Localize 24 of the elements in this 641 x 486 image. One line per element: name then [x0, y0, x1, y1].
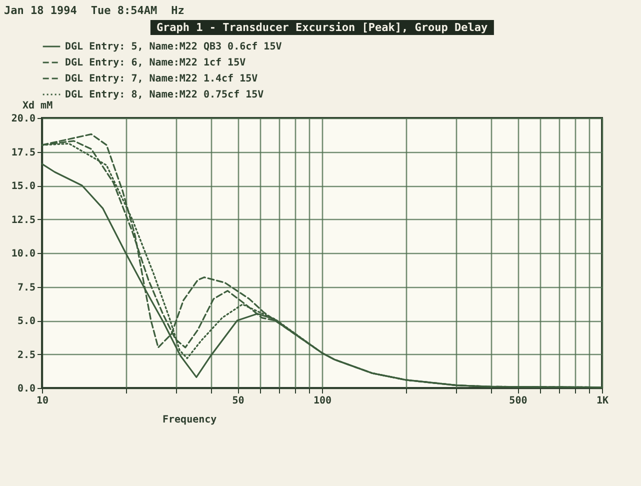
text: Tue 8:54AM: [90, 4, 158, 18]
text: Hz: [171, 4, 184, 18]
y-tick-label: 15.0: [11, 181, 36, 192]
y-tick-label: 5.0: [17, 316, 36, 327]
chart-title: Graph 1 - Transducer Excursion [Peak], Group Delay: [156, 21, 488, 34]
y-tick-label: 2.5: [17, 350, 36, 361]
x-tick-label: 100: [313, 396, 332, 406]
x-tick-label: 50: [232, 396, 244, 406]
y-tick-label: 17.5: [11, 147, 36, 158]
text: Jan 18 1994: [4, 4, 77, 18]
y-tick-label: 12.5: [11, 214, 36, 226]
x-tick-label: 500: [509, 396, 528, 406]
legend-label: DGL Entry: 5, Name:M22 QB3 0.6cf 15V: [65, 42, 282, 52]
legend-label: DGL Entry: 8, Name:M22 0.75cf 15V: [65, 90, 264, 100]
x-tick-label: 1K: [596, 396, 609, 406]
y-tick-label: 7.5: [17, 282, 36, 294]
y-tick-label: 20.0: [11, 114, 36, 124]
y-axis-title: Xd mM: [22, 100, 53, 112]
y-tick-label: 0.0: [17, 384, 36, 394]
legend-label: DGL Entry: 7, Name:M22 1.4cf 15V: [65, 74, 258, 84]
x-tick-label: 10: [36, 396, 49, 406]
x-axis-title: Frequency: [162, 414, 217, 426]
y-tick-label: 10.0: [11, 248, 36, 260]
legend-label: DGL Entry: 6, Name:M22 1cf 15V: [65, 58, 246, 68]
